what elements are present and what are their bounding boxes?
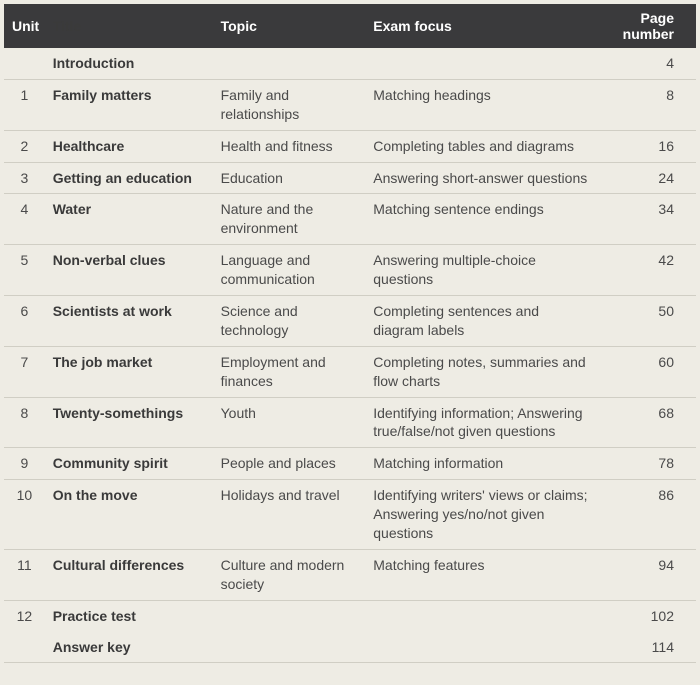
table-row: 6Scientists at workScience and technolog… xyxy=(4,296,696,347)
unit-cell: 6 xyxy=(4,296,45,347)
page-cell: 94 xyxy=(599,549,696,600)
unit-cell: 4 xyxy=(4,194,45,245)
title-cell: Family matters xyxy=(45,79,213,130)
unit-cell: 7 xyxy=(4,346,45,397)
table-row: 12Practice test 102 xyxy=(4,600,696,631)
col-header-exam: Exam focus xyxy=(365,4,599,48)
exam-cell: Matching information xyxy=(365,448,599,480)
title-cell: Water xyxy=(45,194,213,245)
unit-cell: 1 xyxy=(4,79,45,130)
topic-cell xyxy=(213,600,366,631)
col-header-title: Title xyxy=(45,4,213,48)
table-row: 11Cultural differencesCulture and modern… xyxy=(4,549,696,600)
exam-cell xyxy=(365,632,599,663)
contents-page: Unit Title Topic Exam focus Page number … xyxy=(0,0,700,685)
topic-cell: Culture and modern society xyxy=(213,549,366,600)
page-cell: 114 xyxy=(599,632,696,663)
unit-cell: 9 xyxy=(4,448,45,480)
table-row: 4WaterNature and the environmentMatching… xyxy=(4,194,696,245)
col-header-page: Page number xyxy=(599,4,696,48)
exam-cell: Completing sentences and diagram labels xyxy=(365,296,599,347)
page-cell: 102 xyxy=(599,600,696,631)
title-cell: Twenty-somethings xyxy=(45,397,213,448)
page-cell: 42 xyxy=(599,245,696,296)
exam-cell: Matching features xyxy=(365,549,599,600)
contents-table: Unit Title Topic Exam focus Page number … xyxy=(4,4,696,663)
exam-cell xyxy=(365,600,599,631)
exam-cell: Identifying information; Answering true/… xyxy=(365,397,599,448)
exam-cell: Matching sentence endings xyxy=(365,194,599,245)
page-cell: 8 xyxy=(599,79,696,130)
col-header-topic: Topic xyxy=(213,4,366,48)
page-cell: 78 xyxy=(599,448,696,480)
exam-cell: Completing tables and diagrams xyxy=(365,130,599,162)
topic-cell: People and places xyxy=(213,448,366,480)
topic-cell: Education xyxy=(213,162,366,194)
unit-cell: 11 xyxy=(4,549,45,600)
table-row: 5Non-verbal cluesLanguage and communicat… xyxy=(4,245,696,296)
topic-cell: Science and technology xyxy=(213,296,366,347)
topic-cell: Health and fitness xyxy=(213,130,366,162)
unit-cell: 3 xyxy=(4,162,45,194)
table-row: 3Getting an educationEducationAnswering … xyxy=(4,162,696,194)
page-cell: 16 xyxy=(599,130,696,162)
exam-cell: Completing notes, summaries and flow cha… xyxy=(365,346,599,397)
page-cell: 24 xyxy=(599,162,696,194)
topic-cell: Youth xyxy=(213,397,366,448)
table-row: 7The job marketEmployment and financesCo… xyxy=(4,346,696,397)
table-row: 8Twenty-somethingsYouthIdentifying infor… xyxy=(4,397,696,448)
topic-cell: Language and communication xyxy=(213,245,366,296)
unit-cell: 12 xyxy=(4,600,45,631)
title-cell: Introduction xyxy=(45,48,213,79)
title-cell: Getting an education xyxy=(45,162,213,194)
page-cell: 60 xyxy=(599,346,696,397)
title-cell: The job market xyxy=(45,346,213,397)
topic-cell: Employment and finances xyxy=(213,346,366,397)
unit-cell xyxy=(4,48,45,79)
title-cell: Community spirit xyxy=(45,448,213,480)
topic-cell xyxy=(213,632,366,663)
title-cell: Cultural differences xyxy=(45,549,213,600)
table-row: 10On the moveHolidays and travelIdentify… xyxy=(4,480,696,550)
page-cell: 68 xyxy=(599,397,696,448)
title-cell: Non-verbal clues xyxy=(45,245,213,296)
title-cell: Answer key xyxy=(45,632,213,663)
exam-cell: Answering short-answer questions xyxy=(365,162,599,194)
topic-cell xyxy=(213,48,366,79)
header-row: Unit Title Topic Exam focus Page number xyxy=(4,4,696,48)
title-cell: Scientists at work xyxy=(45,296,213,347)
page-cell: 4 xyxy=(599,48,696,79)
table-row: Answer key 114 xyxy=(4,632,696,663)
unit-cell: 2 xyxy=(4,130,45,162)
col-header-unit: Unit xyxy=(4,4,45,48)
unit-cell xyxy=(4,632,45,663)
topic-cell: Family and relationships xyxy=(213,79,366,130)
unit-cell: 5 xyxy=(4,245,45,296)
topic-cell: Holidays and travel xyxy=(213,480,366,550)
unit-cell: 10 xyxy=(4,480,45,550)
exam-cell: Identifying writers' views or claims; An… xyxy=(365,480,599,550)
title-cell: Practice test xyxy=(45,600,213,631)
table-body: Introduction41Family mattersFamily and r… xyxy=(4,48,696,663)
page-cell: 50 xyxy=(599,296,696,347)
table-row: 9Community spiritPeople and placesMatchi… xyxy=(4,448,696,480)
table-row: 1Family mattersFamily and relationshipsM… xyxy=(4,79,696,130)
title-cell: Healthcare xyxy=(45,130,213,162)
table-row: 2HealthcareHealth and fitnessCompleting … xyxy=(4,130,696,162)
table-row: Introduction 4 xyxy=(4,48,696,79)
page-cell: 34 xyxy=(599,194,696,245)
topic-cell: Nature and the environment xyxy=(213,194,366,245)
exam-cell: Answering multiple-choice questions xyxy=(365,245,599,296)
title-cell: On the move xyxy=(45,480,213,550)
page-cell: 86 xyxy=(599,480,696,550)
exam-cell xyxy=(365,48,599,79)
unit-cell: 8 xyxy=(4,397,45,448)
exam-cell: Matching headings xyxy=(365,79,599,130)
